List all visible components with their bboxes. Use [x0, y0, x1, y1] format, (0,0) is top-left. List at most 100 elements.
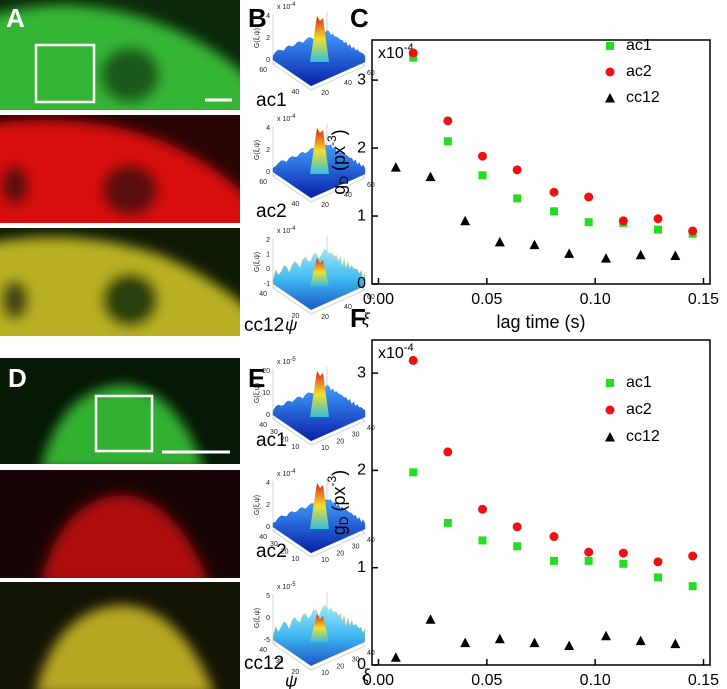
xi-tick-label: 20: [336, 663, 344, 670]
y-tick-label: 0: [357, 275, 366, 292]
surface-box: [272, 124, 366, 203]
x-tick-label: 0.10: [580, 672, 611, 689]
surface-zlabel: G(ξ,ψ): [254, 608, 261, 628]
y-label-sup: -3: [325, 135, 339, 146]
surface-peak: [310, 258, 329, 286]
psi-tick-label: 20: [281, 549, 289, 556]
xi-tick-label: 60: [367, 182, 375, 189]
z-tick-label: 4: [266, 125, 270, 132]
marker: [584, 218, 593, 227]
surface-box: [272, 592, 366, 671]
surface-box: [272, 12, 366, 91]
psi-tick-label: 20: [292, 669, 300, 676]
psi-label: ψ: [285, 315, 297, 334]
marker: [478, 151, 487, 161]
surface-multiplier: x 10-4: [277, 226, 296, 235]
z-tick-label: 0: [266, 266, 270, 273]
x-tick-label: 0.15: [688, 672, 719, 689]
multiplier-base: x 10: [277, 4, 290, 11]
marker: [460, 637, 471, 648]
multiplier-base: x 10: [277, 471, 290, 478]
psi-tick-label: 40: [259, 422, 267, 429]
marker: [409, 53, 418, 62]
psi-tick-label: 20: [281, 437, 289, 444]
multiplier-exp: -4: [404, 342, 414, 354]
y-axis-label: gD (px-3): [325, 470, 351, 535]
surface-plot: x 10-4 G(ξ,ψ) -1 0 1 2 40 20 20 40 60 ψ ξ: [254, 226, 375, 335]
multiplier-exp: -4: [290, 2, 296, 8]
xi-tick-label: 40: [344, 80, 352, 87]
marker: [478, 504, 487, 514]
plot-frame: [371, 39, 711, 285]
marker: [584, 556, 593, 565]
surface-zlabel: G(ξ,ψ): [254, 28, 261, 48]
y-multiplier: x10-4: [378, 342, 414, 362]
y-label-sup: -3: [325, 475, 339, 486]
psi-tick-label: 40: [259, 534, 267, 541]
x-tick-label: 0.05: [471, 672, 502, 689]
xi-tick-label: 10: [321, 670, 329, 677]
z-tick-label: 0: [266, 57, 270, 64]
x-axis-label: lag time (s): [496, 312, 585, 332]
panel-label: E: [248, 363, 265, 393]
z-tick-label: 1: [266, 252, 270, 259]
plot-frame: [371, 339, 711, 666]
surface-peak: [310, 128, 329, 174]
marker: [670, 250, 681, 260]
surface-zlabel: G(ξ,ψ): [254, 495, 261, 515]
x-tick-label: 0.15: [688, 291, 719, 308]
marker: [549, 187, 559, 197]
marker: [478, 171, 487, 180]
xi-tick-label: 20: [321, 90, 329, 97]
z-tick-label: 0: [266, 412, 270, 419]
xi-tick-label: 20: [336, 550, 344, 557]
marker: [512, 522, 522, 532]
psi-tick-label: 10: [292, 444, 300, 451]
marker: [688, 226, 698, 236]
multiplier-exp: -5: [290, 582, 296, 588]
image-d-ac2: [0, 470, 240, 578]
legend-label: cc12: [626, 89, 660, 106]
psi-tick-label: 40: [292, 201, 300, 208]
surface-peak: [310, 483, 329, 529]
xi-tick-label: 60: [367, 70, 375, 77]
marker: [512, 165, 522, 175]
marker: [443, 116, 453, 126]
x-tick-label: 0.00: [363, 672, 394, 689]
marker: [390, 652, 401, 662]
multiplier-base: x 10: [277, 359, 290, 366]
xi-tick-label: 30: [352, 432, 360, 439]
xi-tick-label: 30: [352, 544, 360, 551]
z-tick-label: -1: [264, 281, 270, 288]
xi-label: ξ: [362, 665, 371, 684]
surface-multiplier: x 10-4: [277, 469, 296, 478]
y-multiplier: x10-4: [378, 42, 414, 62]
marker: [564, 640, 575, 651]
multiplier-exp: -5: [290, 357, 296, 363]
row-label: cc12: [244, 315, 284, 336]
multiplier-exp: -4: [290, 114, 296, 120]
legend-marker: [605, 67, 615, 77]
z-tick-label: 4: [266, 480, 270, 487]
y-tick-label: 3: [357, 364, 366, 381]
y-tick-label: 0: [357, 656, 366, 673]
y-label-unit: (px: [329, 146, 349, 176]
multiplier-base: x 10: [277, 228, 290, 235]
surface-zlabel: G(ξ,ψ): [254, 383, 261, 403]
surface-zlabel: G(ξ,ψ): [254, 252, 261, 272]
marker: [618, 548, 628, 558]
marker: [443, 518, 452, 527]
surface-zlabel: G(ξ,ψ): [254, 140, 261, 160]
marker: [513, 194, 522, 203]
surface-multiplier: x 10-5: [277, 357, 296, 366]
image-d-cc12: [0, 582, 240, 689]
xi-tick-label: 40: [344, 192, 352, 199]
surface-peak: [310, 371, 329, 417]
psi-tick-label: 30: [275, 658, 283, 665]
y-tick-label: 1: [357, 559, 366, 576]
marker: [670, 638, 681, 649]
image-a-ac2: [0, 115, 240, 223]
x-tick-label: 0.10: [580, 291, 611, 308]
